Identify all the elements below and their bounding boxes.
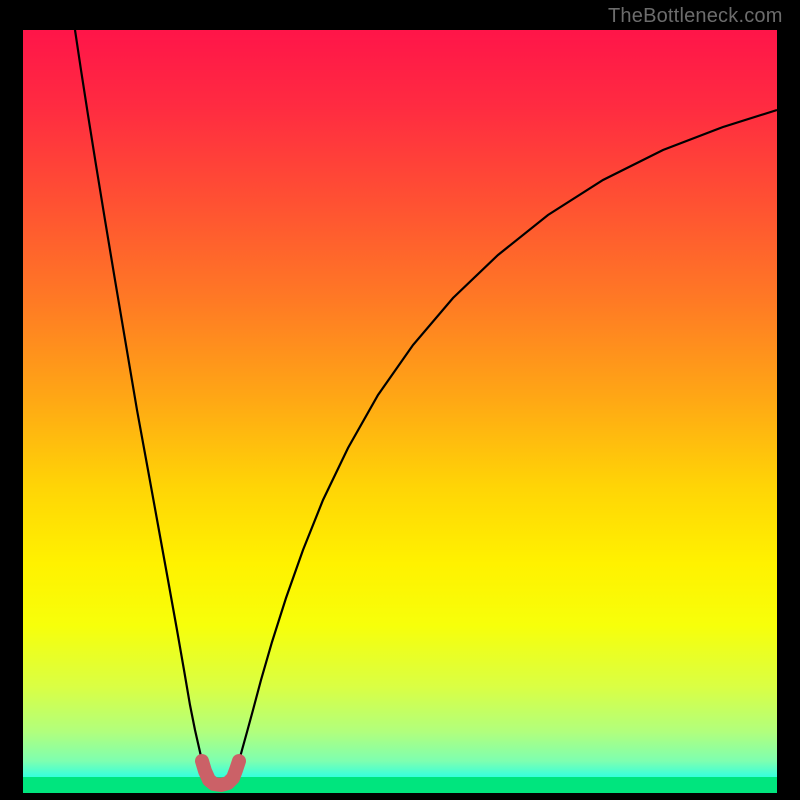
plot-area xyxy=(23,30,777,793)
gradient-background xyxy=(23,30,777,793)
green-baseline-band xyxy=(23,777,777,793)
watermark-text: TheBottleneck.com xyxy=(608,5,783,28)
plot-svg xyxy=(23,30,777,793)
